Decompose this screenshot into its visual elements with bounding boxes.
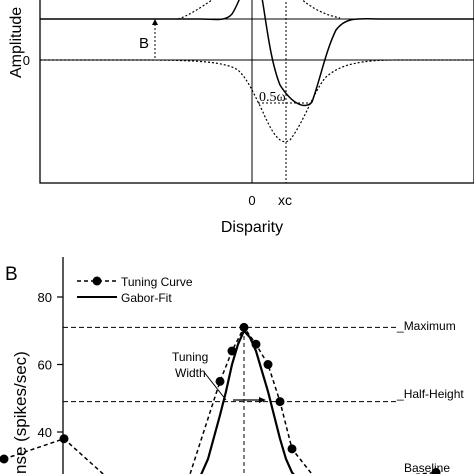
- panel-b-series: [0, 322, 441, 474]
- panel-a-x-tick-xc: xc: [278, 192, 292, 208]
- panel-b-letter: B: [5, 264, 18, 285]
- panel-b-width-pointer: [203, 371, 227, 401]
- tuning-curve-point: [59, 434, 69, 444]
- panel-a-solid-curve: [40, 0, 474, 107]
- panel-a: B 0.5ω Amplitude 0 0 xc Disparity: [8, 0, 474, 236]
- panel-b-half-height-label: _Half-Height: [396, 387, 464, 401]
- y-tick-label-80: 80: [38, 290, 52, 305]
- panel-a-baseline-label: B: [139, 35, 149, 52]
- panel-b-tuning-label: Tuning: [172, 350, 208, 364]
- panel-b-width-arrowhead: [259, 397, 266, 403]
- tuning-curve-point: [239, 322, 249, 332]
- panel-a-y-tick-0: 0: [23, 53, 30, 68]
- panel-b-y-ticks: 40 60 80: [38, 290, 63, 440]
- panel-a-x-axis-label: Disparity: [221, 219, 283, 236]
- panel-b-legend: Tuning Curve Gabor-Fit: [77, 275, 193, 305]
- tuning-curve-line: [3, 325, 437, 474]
- y-tick-label-40: 40: [38, 425, 52, 440]
- tuning-curve-point: [215, 376, 225, 386]
- panel-a-plot-frame: [39, 0, 474, 184]
- panel-b: B nse (spikes/sec) 40 60 80 _Maximum _Half…: [0, 257, 464, 474]
- panel-b-reference-lines: [63, 326, 396, 403]
- panel-a-y-axis-label: Amplitude: [8, 7, 25, 78]
- tuning-curve-point: [0, 454, 9, 464]
- panel-a-dotted-curve: [40, 59, 474, 143]
- legend-tuning-curve-label: Tuning Curve: [121, 275, 193, 289]
- tuning-curve-point: [263, 360, 273, 369]
- panel-a-x-tick-0: 0: [248, 193, 255, 208]
- tuning-curve-point: [275, 397, 285, 407]
- panel-b-baseline-label: Baseline: [404, 461, 450, 474]
- tuning-curve-point: [227, 346, 237, 356]
- tuning-curve-point: [431, 468, 441, 474]
- panel-b-y-axis-label: nse (spikes/sec): [11, 351, 30, 474]
- panel-b-maximum-label: _Maximum: [396, 319, 456, 333]
- legend-gabor-fit-label: Gabor-Fit: [121, 291, 172, 305]
- panel-a-width-label: 0.5ω: [259, 90, 286, 105]
- panel-b-width-label: Width: [175, 366, 206, 380]
- tuning-curve-point: [287, 444, 297, 454]
- legend-tuning-curve-marker: [92, 276, 102, 286]
- panel-a-baseline-arrowhead: [152, 19, 158, 25]
- y-tick-label-60: 60: [38, 358, 52, 373]
- tuning-curve-point: [251, 339, 261, 349]
- panel-a-dotted-hump: [177, 0, 341, 20]
